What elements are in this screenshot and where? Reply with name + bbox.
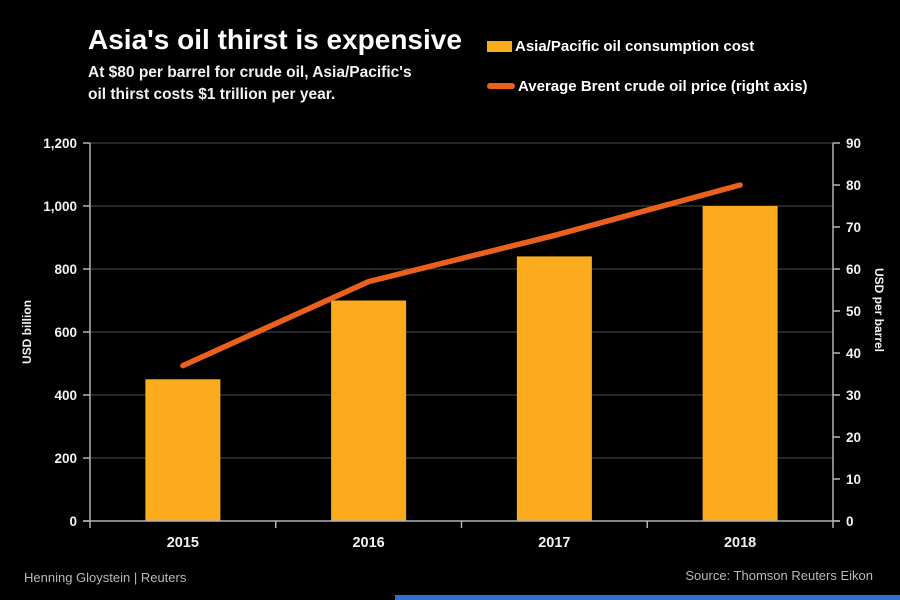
- progress-bar[interactable]: [395, 595, 900, 600]
- legend-item-brent-price: Average Brent crude oil price (right axi…: [487, 77, 808, 95]
- legend-label-consumption: Asia/Pacific oil consumption cost: [515, 37, 755, 55]
- x-label-2017: 2017: [538, 535, 570, 551]
- right-tick-label: 30: [846, 388, 861, 403]
- right-axis-title: USD per barrel: [872, 268, 886, 352]
- right-tick-label: 20: [846, 430, 861, 445]
- left-tick-label: 800: [54, 262, 77, 277]
- left-tick-label: 200: [54, 451, 77, 466]
- subtitle-line-1: At $80 per barrel for crude oil, Asia/Pa…: [88, 64, 412, 81]
- left-tick-label: 400: [54, 388, 77, 403]
- page-title: Asia's oil thirst is expensive: [88, 24, 462, 55]
- right-tick-label: 90: [846, 136, 861, 151]
- right-tick-label: 60: [846, 262, 861, 277]
- subtitle-line-2: oil thirst costs $1 trillion per year.: [88, 85, 336, 103]
- bar-2018: [702, 206, 778, 521]
- bar-swatch-icon: [487, 40, 512, 52]
- subtitle: At $80 per barrel for crude oil, Asia/Pa…: [88, 62, 412, 105]
- bar-2015: [145, 379, 221, 521]
- x-label-2016: 2016: [352, 535, 384, 551]
- left-tick-label: 1,000: [43, 199, 77, 214]
- right-tick-label: 70: [846, 220, 861, 235]
- chart-plot: 0 200 400 600 800 1,000 1,200 0 10 20 30 40 50 60 70 80…: [20, 136, 886, 551]
- left-axis-title: USD billion: [20, 300, 34, 364]
- legend: Asia/Pacific oil consumption cost Averag…: [487, 38, 808, 118]
- legend-label-brent-price: Average Brent crude oil price (right axi…: [518, 77, 808, 95]
- legend-item-consumption: Asia/Pacific oil consumption cost: [487, 37, 808, 55]
- right-tick-label: 40: [846, 346, 861, 361]
- right-tick-label: 80: [846, 178, 861, 193]
- bar-2017: [516, 256, 592, 521]
- source-text: Source: Thomson Reuters Eikon: [685, 568, 873, 583]
- line-swatch-icon: [487, 83, 515, 89]
- x-label-2015: 2015: [167, 535, 199, 551]
- credit-text: Henning Gloystein | Reuters: [24, 570, 187, 585]
- bar-2016: [331, 300, 407, 521]
- x-label-2018: 2018: [724, 535, 756, 551]
- left-tick-label: 1,200: [43, 136, 77, 151]
- right-tick-label: 50: [846, 304, 861, 319]
- right-tick-label: 10: [846, 472, 861, 487]
- left-tick-label: 600: [54, 325, 77, 340]
- brent-price-line: [180, 182, 743, 369]
- right-tick-label: 0: [846, 514, 854, 529]
- left-tick-label: 0: [69, 514, 77, 529]
